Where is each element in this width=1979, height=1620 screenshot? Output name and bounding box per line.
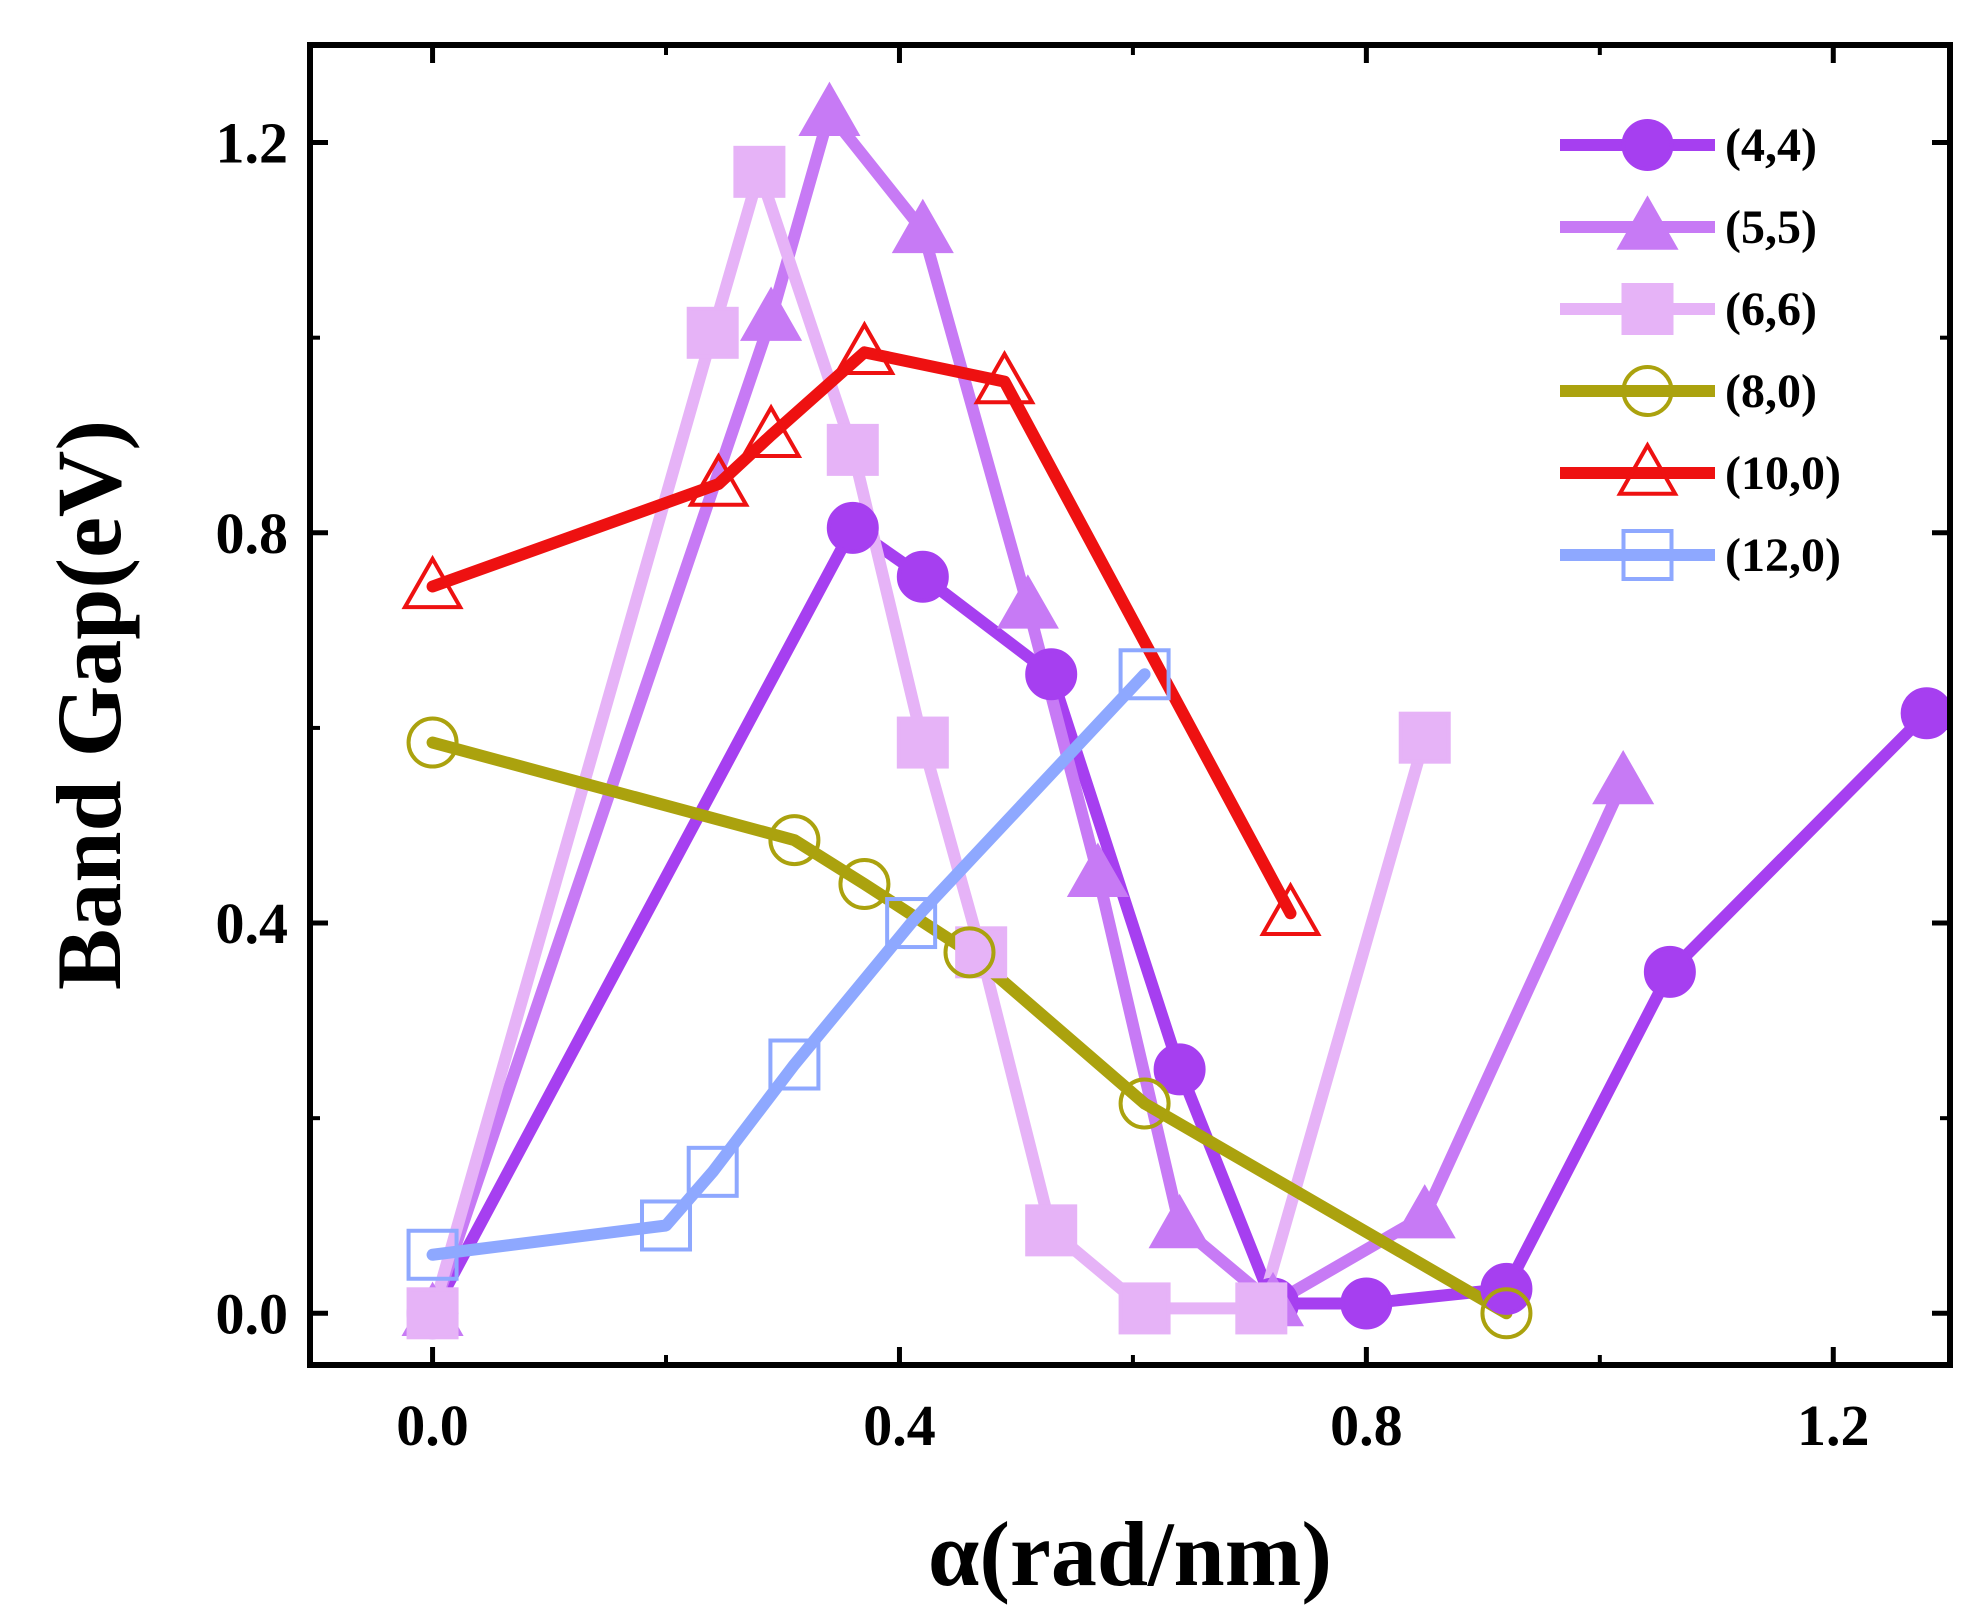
data-point-series-4 (740, 403, 803, 458)
data-point-series-0 (1025, 648, 1078, 701)
data-point-series-2 (896, 716, 949, 769)
legend-marker (1616, 441, 1679, 496)
legend-marker (1616, 195, 1679, 250)
data-point-series-0 (1900, 687, 1953, 740)
data-point-series-4 (687, 452, 750, 507)
legend-item: (6,6) (1560, 283, 1817, 336)
data-point-series-5 (406, 1228, 459, 1281)
data-point-series-3 (1118, 1077, 1171, 1130)
data-point-series-2 (686, 306, 739, 359)
x-tick-label: 1.2 (1797, 1393, 1870, 1458)
data-point-series-1 (891, 198, 954, 254)
series-line-5 (426, 668, 1151, 1261)
legend: (4,4) (5,5) (6,6) (8,0) (10,0) (12,0) (1560, 119, 1841, 582)
data-point-series-0 (826, 501, 879, 554)
legend-label: (8,0) (1725, 365, 1817, 418)
x-tick-label: 0.0 (396, 1393, 469, 1458)
data-point-series-0 (896, 550, 949, 603)
data-point-series-4 (1259, 881, 1322, 936)
data-point-series-2 (406, 1287, 459, 1340)
data-point-series-3 (943, 926, 996, 979)
data-point-series-2 (955, 926, 1008, 979)
legend-marker (1621, 283, 1674, 335)
y-tick-labels: 0.0 0.4 0.8 1.2 (216, 111, 289, 1347)
data-point-series-3 (1480, 1287, 1533, 1340)
data-point-series-0 (1643, 945, 1696, 998)
x-tick-labels: 0.0 0.4 0.8 1.2 (396, 1393, 1869, 1458)
series-line-4 (426, 346, 1297, 920)
data-point-series-5 (768, 1038, 821, 1091)
data-point-series-3 (406, 716, 459, 769)
y-tick-label: 1.2 (216, 111, 289, 176)
legend-marker (1621, 119, 1674, 171)
x-axis-label: α(rad/nm) (928, 1503, 1332, 1605)
legend-label: (5,5) (1725, 201, 1817, 254)
data-point-series-2 (1118, 1282, 1171, 1335)
y-tick-label: 0.8 (216, 501, 289, 566)
legend-label: (10,0) (1725, 447, 1841, 500)
series-lines (426, 107, 1933, 1320)
data-point-series-2 (826, 423, 879, 476)
data-point-series-0 (1153, 1043, 1206, 1096)
data-point-series-1 (1066, 842, 1129, 897)
data-point-series-2 (1025, 1204, 1078, 1257)
legend-item: (10,0) (1560, 441, 1841, 500)
legend-item: (5,5) (1560, 195, 1817, 254)
legend-marker (1621, 529, 1674, 581)
data-point-series-3 (838, 858, 891, 911)
data-point-series-1 (996, 574, 1059, 629)
legend-label: (4,4) (1725, 119, 1817, 172)
data-point-series-5 (640, 1199, 693, 1252)
legend-label: (12,0) (1725, 529, 1841, 582)
series-markers (401, 81, 1953, 1340)
legend-item: (4,4) (1560, 119, 1817, 172)
data-point-series-2 (733, 145, 786, 198)
series-line-2 (426, 165, 1431, 1320)
data-point-series-4 (833, 320, 896, 376)
data-point-series-3 (768, 814, 821, 867)
data-point-series-1 (740, 286, 803, 341)
data-point-series-1 (1592, 749, 1655, 805)
legend-item: (8,0) (1560, 365, 1817, 418)
data-point-series-1 (1393, 1184, 1456, 1239)
y-axis-label: Band Gap(eV) (38, 420, 140, 990)
legend-item: (12,0) (1560, 529, 1841, 582)
x-tick-label: 0.4 (863, 1393, 936, 1458)
axis-ticks (310, 45, 1950, 1365)
data-point-series-5 (686, 1145, 739, 1198)
x-tick-label: 0.8 (1330, 1393, 1403, 1458)
data-point-series-4 (973, 349, 1036, 405)
data-point-series-4 (401, 554, 464, 610)
legend-marker (1621, 365, 1674, 417)
series-line-1 (426, 107, 1630, 1320)
y-tick-label: 0.0 (216, 1281, 289, 1346)
series-line-0 (426, 521, 1933, 1320)
data-point-series-1 (1148, 1193, 1211, 1249)
data-point-series-2 (1398, 711, 1451, 764)
legend-label: (6,6) (1725, 283, 1817, 336)
data-point-series-0 (1340, 1277, 1393, 1330)
data-point-series-5 (885, 897, 938, 950)
data-point-series-2 (1235, 1282, 1288, 1335)
data-point-series-5 (1118, 648, 1171, 701)
plot-frame (307, 42, 1953, 1368)
y-tick-label: 0.4 (216, 891, 289, 956)
data-point-series-1 (798, 81, 861, 136)
